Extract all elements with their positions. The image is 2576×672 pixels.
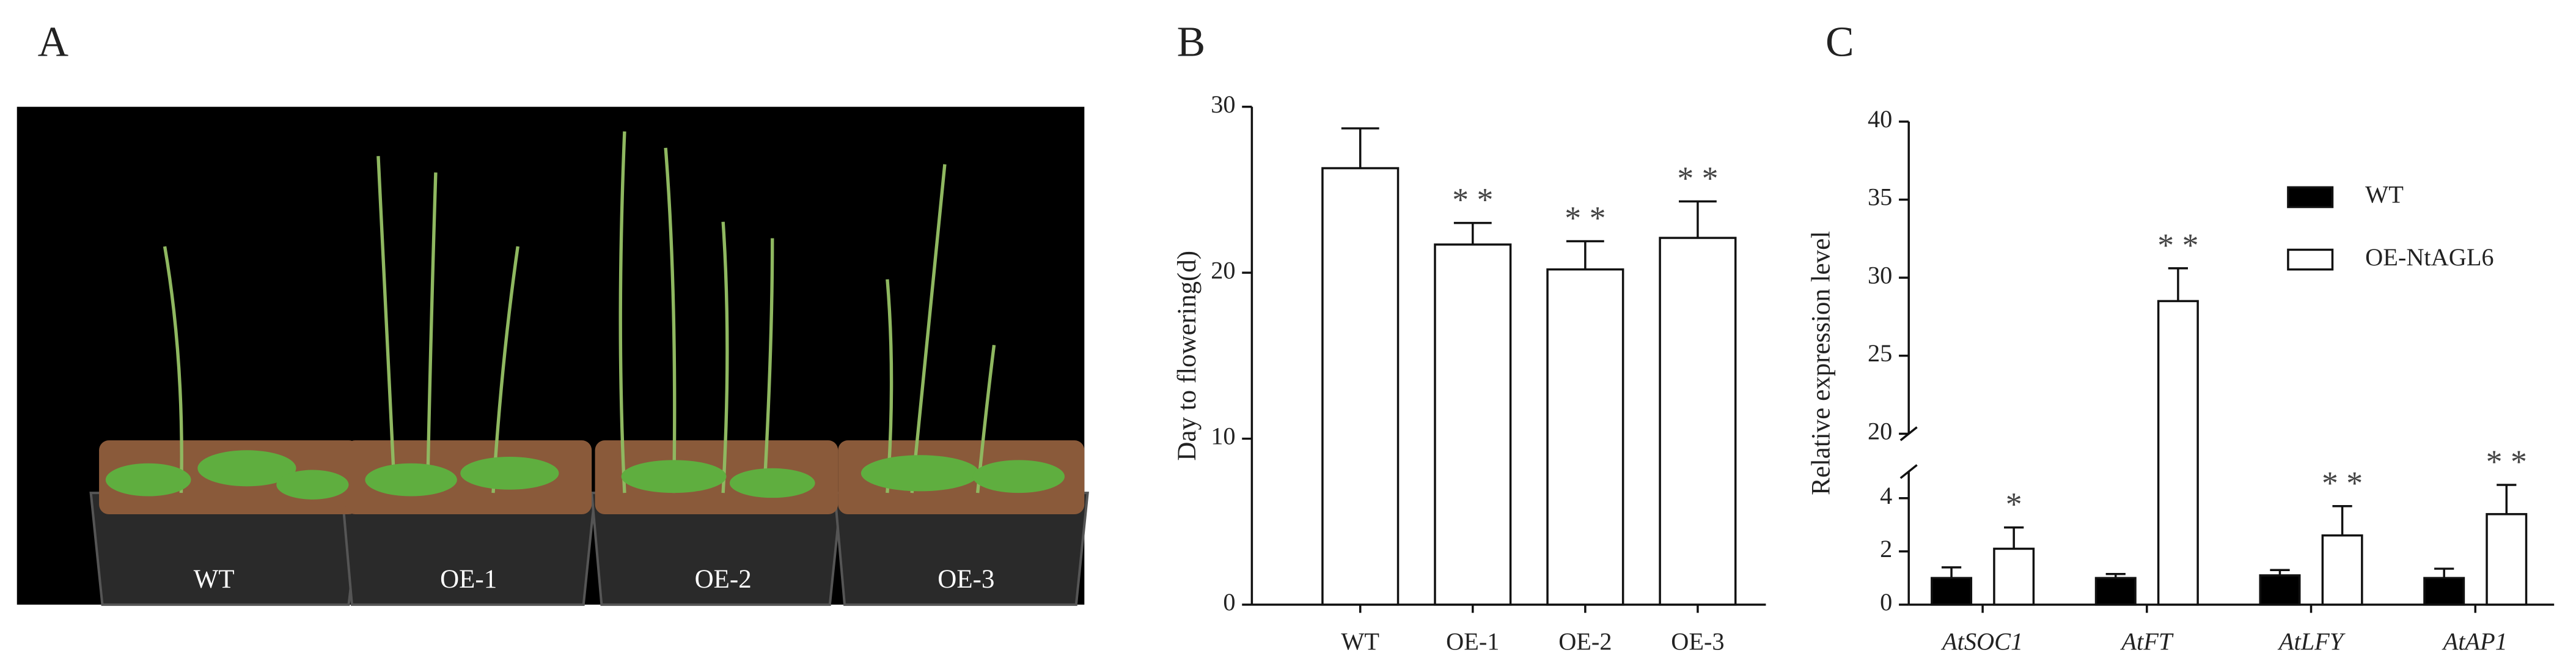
x-tick-label: WT: [1341, 628, 1379, 655]
bar: [1434, 243, 1512, 606]
y-axis-label: Relative expression level: [1807, 231, 1835, 495]
x-tick-label: AtAP1: [2442, 628, 2508, 655]
y-tick-label: 20: [1211, 256, 1235, 284]
significance-label: *: [2006, 486, 2022, 523]
legend-label: WT: [2365, 181, 2404, 209]
bar: [2321, 534, 2363, 606]
photo-label: OE-2: [695, 565, 752, 594]
bar: [2486, 513, 2528, 606]
y-tick-label: 30: [1211, 90, 1235, 118]
y-tick-label: 4: [1880, 482, 1892, 509]
y-tick-label: 0: [1223, 588, 1235, 616]
panel-label: A: [38, 18, 68, 65]
bar: [1931, 577, 1973, 606]
photo-label: OE-1: [440, 565, 497, 594]
y-tick-label: 20: [1868, 418, 1892, 445]
y-tick-label: 35: [1868, 183, 1892, 211]
bar: [2259, 574, 2301, 606]
y-tick-label: 40: [1868, 105, 1892, 133]
legend-label: OE-NtAGL6: [2365, 243, 2493, 271]
x-tick-label: OE-2: [1558, 628, 1612, 655]
bar: [2157, 300, 2199, 606]
y-tick-label: 25: [1868, 339, 1892, 367]
y-axis-label: Day to flowering(d): [1173, 251, 1202, 461]
bar: [2423, 577, 2465, 606]
photo: [17, 106, 1089, 606]
legend-swatch: [2287, 186, 2334, 209]
y-tick-label: 0: [1880, 588, 1892, 616]
axis-break: [1899, 464, 1918, 479]
significance-label: * *: [2322, 465, 2363, 501]
significance-label: * *: [1565, 200, 1605, 237]
x-tick-label: OE-1: [1446, 628, 1499, 655]
significance-label: * *: [2157, 227, 2198, 264]
x-tick-label: AtSOC1: [1940, 628, 2023, 655]
significance-label: * *: [1677, 160, 1718, 196]
bar: [1659, 237, 1737, 606]
y-tick-label: 2: [1880, 535, 1892, 563]
x-tick-label: AtLFY: [2277, 628, 2346, 655]
panel-label: C: [1826, 18, 1854, 65]
y-tick-label: 30: [1868, 261, 1892, 289]
panel-label: B: [1177, 18, 1206, 65]
photo-label: WT: [194, 565, 235, 594]
significance-label: * *: [2486, 443, 2527, 480]
significance-label: * *: [1452, 182, 1493, 218]
x-tick-label: AtFT: [2119, 628, 2173, 655]
y-tick-label: 10: [1211, 423, 1235, 450]
photo-label: OE-3: [938, 565, 994, 594]
x-tick-label: OE-3: [1671, 628, 1724, 655]
bar: [1546, 268, 1624, 606]
bar: [1993, 547, 2035, 606]
bar: [1321, 167, 1400, 606]
legend-swatch: [2287, 248, 2334, 271]
bar: [2094, 577, 2137, 606]
